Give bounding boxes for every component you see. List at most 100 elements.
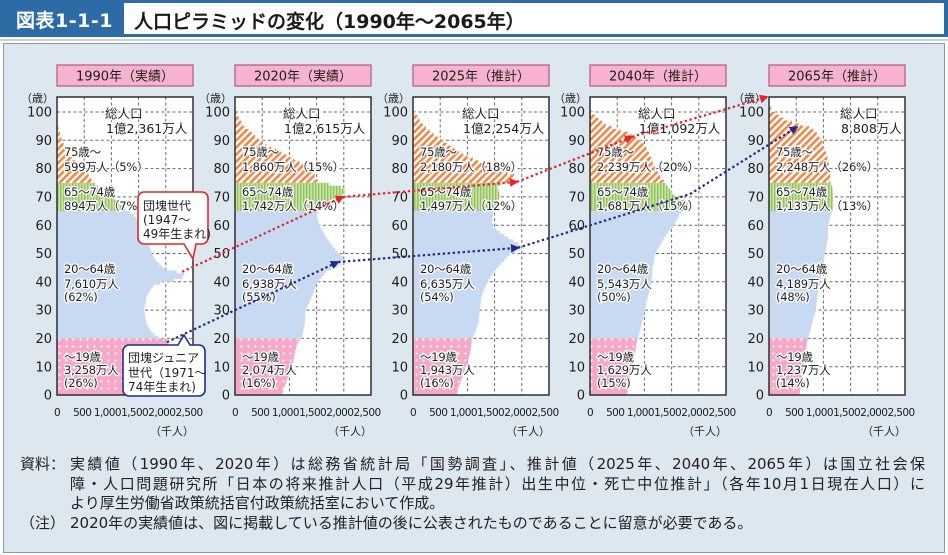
- y-tick-label: 100: [205, 106, 230, 121]
- y-tick-label: 20: [391, 332, 408, 347]
- band-area-20-64: [590, 211, 682, 339]
- band-label-0-19: (16%): [242, 376, 276, 390]
- callout-junior-line: 74年生まれ): [128, 380, 196, 394]
- total-population-title: 総人口: [840, 106, 878, 121]
- band-label-0-19: 〜19歳: [64, 350, 102, 364]
- y-tick-label: 70: [213, 191, 230, 206]
- y-axis-unit: （歳）: [377, 92, 410, 105]
- band-label-20-64: 20〜64歳: [776, 262, 828, 276]
- band-label-0-19: 〜19歳: [776, 350, 814, 364]
- band-label-65-74: 1,681万人（15%）: [597, 199, 699, 213]
- x-tick-label: 2,500: [708, 407, 735, 419]
- y-tick-label: 80: [391, 162, 408, 177]
- total-population-value: 1億2,254万人: [463, 121, 545, 136]
- plot-frame: [768, 96, 906, 396]
- x-tick-label: 500: [251, 407, 269, 419]
- callout-junior: 団塊ジュニア 世代（1971〜 74年生まれ): [122, 333, 207, 397]
- x-axis-unit: （千人）: [150, 425, 194, 438]
- x-tick-label: 1,000: [806, 407, 833, 419]
- y-tick-label: 50: [391, 247, 408, 262]
- x-tick-label: 0: [410, 407, 416, 419]
- band-area-20-64: [413, 211, 521, 339]
- callout-boomer-line: 団塊世代: [143, 198, 191, 213]
- y-tick-label: 20: [213, 332, 230, 347]
- callout-boomer-line: (1947〜: [143, 213, 190, 227]
- panel-year-label: 2025年（推計）: [432, 69, 530, 85]
- band-label-0-19: 〜19歳: [420, 350, 458, 364]
- y-tick-label: 40: [747, 275, 764, 290]
- band-label-75+: 75歳〜: [64, 145, 102, 159]
- band-area-75+: [413, 97, 515, 183]
- y-tick-label: 60: [747, 219, 764, 234]
- total-population-title: 総人口: [638, 106, 676, 121]
- band-area-65-74: [57, 182, 126, 212]
- y-tick-label: 0: [577, 389, 585, 404]
- x-tick-label: 0: [54, 407, 60, 419]
- y-tick-label: 10: [747, 360, 764, 375]
- x-tick-label: 500: [606, 407, 624, 419]
- panel-year-label: 2040年（推計）: [609, 69, 707, 85]
- x-axis-unit: （千人）: [506, 425, 550, 438]
- title-separator: [0, 39, 948, 41]
- band-label-20-64: 20〜64歳: [242, 262, 294, 276]
- callout-junior-line: 世代（1971〜: [128, 366, 207, 380]
- band-area-0-19: [235, 338, 301, 395]
- band-label-75+: 75歳〜: [597, 145, 635, 159]
- band-label-65-74: 1,742万人（14%）: [242, 199, 344, 213]
- x-tick-label: 500: [73, 407, 91, 419]
- band-area-20-64: [57, 211, 185, 339]
- x-tick-label: 2,000: [326, 407, 353, 419]
- y-axis-unit: （歳）: [199, 92, 232, 105]
- panel-header-box: [234, 64, 372, 87]
- band-label-20-64: 20〜64歳: [597, 262, 649, 276]
- x-tick-label: 2,500: [353, 407, 380, 419]
- band-label-20-64: 4,189万人: [776, 277, 831, 291]
- band-label-0-19: (26%): [64, 376, 98, 390]
- y-tick-label: 90: [35, 134, 52, 149]
- band-label-20-64: (50%): [597, 290, 631, 304]
- y-tick-label: 80: [747, 162, 764, 177]
- band-label-75+: 75歳〜: [776, 145, 814, 159]
- total-population-title: 総人口: [105, 106, 143, 121]
- band-area-65-74: [235, 182, 346, 212]
- total-population-title: 総人口: [283, 106, 321, 121]
- band-label-0-19: (14%): [776, 376, 810, 390]
- y-tick-label: 60: [213, 219, 230, 234]
- band-label-20-64: 5,543万人: [597, 277, 652, 291]
- y-tick-label: 40: [35, 275, 52, 290]
- figure-title-bar: 図表1-1-1 人口ピラミッドの変化（1990年〜2065年）: [0, 0, 948, 37]
- band-label-75+: 599万人（5%）: [64, 160, 148, 174]
- y-tick-label: 30: [35, 304, 52, 319]
- y-tick-label: 60: [35, 219, 52, 234]
- y-tick-label: 20: [35, 332, 52, 347]
- band-area-20-64: [235, 211, 344, 339]
- band-area-75+: [769, 97, 831, 183]
- y-tick-label: 10: [568, 360, 585, 375]
- band-label-65-74: 894万人（7%）: [64, 199, 148, 213]
- band-label-20-64: 7,610万人: [64, 277, 119, 291]
- band-area-65-74: [590, 182, 688, 212]
- y-tick-label: 90: [391, 134, 408, 149]
- callout-junior-box: [122, 333, 206, 397]
- band-label-0-19: (15%): [597, 376, 631, 390]
- x-tick-label: 1,500: [833, 407, 860, 419]
- y-tick-label: 90: [747, 134, 764, 149]
- y-tick-label: 100: [27, 106, 52, 121]
- cohort-arrow-boomer-segment: [342, 178, 519, 198]
- x-axis-unit: （千人）: [862, 425, 906, 438]
- y-tick-label: 90: [213, 134, 230, 149]
- y-tick-label: 80: [35, 162, 52, 177]
- band-label-20-64: 20〜64歳: [420, 262, 472, 276]
- band-label-65-74: 65〜74歳: [64, 185, 116, 199]
- x-tick-label: 2,500: [531, 407, 558, 419]
- y-tick-label: 50: [568, 247, 585, 262]
- total-population-value: 8,808万人: [841, 121, 902, 136]
- x-tick-label: 2,000: [860, 407, 887, 419]
- source-text-line: 実績値（1990年、2020年）は総務省統計局「国勢調査」、推計値（2025年、…: [70, 455, 925, 473]
- band-area-65-74: [769, 182, 834, 212]
- band-label-0-19: 3,258万人: [64, 363, 119, 377]
- x-tick-label: 500: [429, 407, 447, 419]
- band-label-20-64: 20〜64歳: [64, 262, 116, 276]
